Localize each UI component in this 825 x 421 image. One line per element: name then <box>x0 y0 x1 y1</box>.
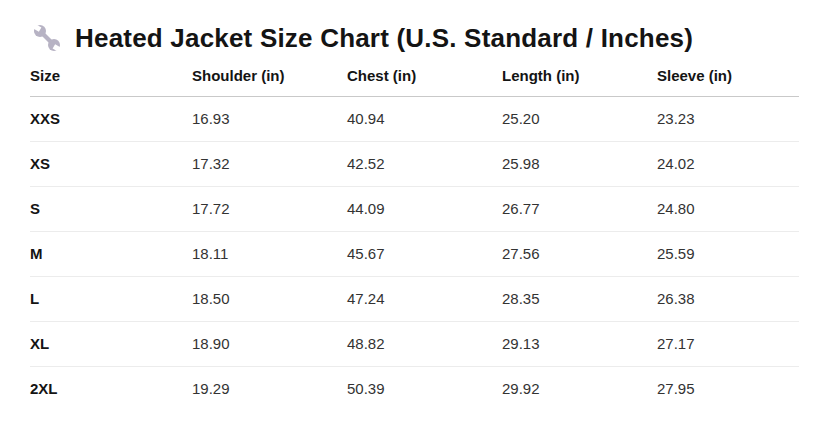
table-body: XXS16.9340.9425.2023.23XS17.3242.5225.98… <box>30 97 799 412</box>
length-cell: 25.20 <box>502 97 657 142</box>
table-row: XS17.3242.5225.9824.02 <box>30 142 799 187</box>
chest-cell: 42.52 <box>347 142 502 187</box>
chest-cell: 48.82 <box>347 322 502 367</box>
length-cell: 25.98 <box>502 142 657 187</box>
length-cell: 26.77 <box>502 187 657 232</box>
sleeve-cell: 24.80 <box>657 187 799 232</box>
chest-cell: 47.24 <box>347 277 502 322</box>
sleeve-cell: 26.38 <box>657 277 799 322</box>
length-cell: 27.56 <box>502 232 657 277</box>
table-row: S17.7244.0926.7724.80 <box>30 187 799 232</box>
table-row: XXS16.9340.9425.2023.23 <box>30 97 799 142</box>
size-cell: S <box>30 187 192 232</box>
shoulder-cell: 17.72 <box>192 187 347 232</box>
sleeve-cell: 27.95 <box>657 367 799 412</box>
column-header-size: Size <box>30 62 192 97</box>
length-cell: 29.13 <box>502 322 657 367</box>
size-cell: XS <box>30 142 192 187</box>
page-title-row: Heated Jacket Size Chart (U.S. Standard … <box>30 16 799 60</box>
shoulder-cell: 19.29 <box>192 367 347 412</box>
sleeve-cell: 27.17 <box>657 322 799 367</box>
chest-cell: 40.94 <box>347 97 502 142</box>
table-header-row: Size Shoulder (in) Chest (in) Length (in… <box>30 62 799 97</box>
shoulder-cell: 16.93 <box>192 97 347 142</box>
length-cell: 29.92 <box>502 367 657 412</box>
table-row: XL18.9048.8229.1327.17 <box>30 322 799 367</box>
size-cell: XXS <box>30 97 192 142</box>
size-chart-table: Size Shoulder (in) Chest (in) Length (in… <box>30 62 799 411</box>
size-cell: XL <box>30 322 192 367</box>
shoulder-cell: 18.11 <box>192 232 347 277</box>
size-cell: 2XL <box>30 367 192 412</box>
sleeve-cell: 25.59 <box>657 232 799 277</box>
shoulder-cell: 18.90 <box>192 322 347 367</box>
shoulder-cell: 17.32 <box>192 142 347 187</box>
table-row: M18.1145.6727.5625.59 <box>30 232 799 277</box>
size-cell: M <box>30 232 192 277</box>
chest-cell: 50.39 <box>347 367 502 412</box>
column-header-length: Length (in) <box>502 62 657 97</box>
page-title: Heated Jacket Size Chart (U.S. Standard … <box>75 23 693 54</box>
length-cell: 28.35 <box>502 277 657 322</box>
sleeve-cell: 23.23 <box>657 97 799 142</box>
shoulder-cell: 18.50 <box>192 277 347 322</box>
sleeve-cell: 24.02 <box>657 142 799 187</box>
chest-cell: 45.67 <box>347 232 502 277</box>
chest-cell: 44.09 <box>347 187 502 232</box>
column-header-shoulder: Shoulder (in) <box>192 62 347 97</box>
column-header-sleeve: Sleeve (in) <box>657 62 799 97</box>
size-cell: L <box>30 277 192 322</box>
table-row: 2XL19.2950.3929.9227.95 <box>30 367 799 412</box>
table-row: L18.5047.2428.3526.38 <box>30 277 799 322</box>
wrench-icon <box>30 21 64 55</box>
size-chart-page: Heated Jacket Size Chart (U.S. Standard … <box>0 0 825 421</box>
column-header-chest: Chest (in) <box>347 62 502 97</box>
